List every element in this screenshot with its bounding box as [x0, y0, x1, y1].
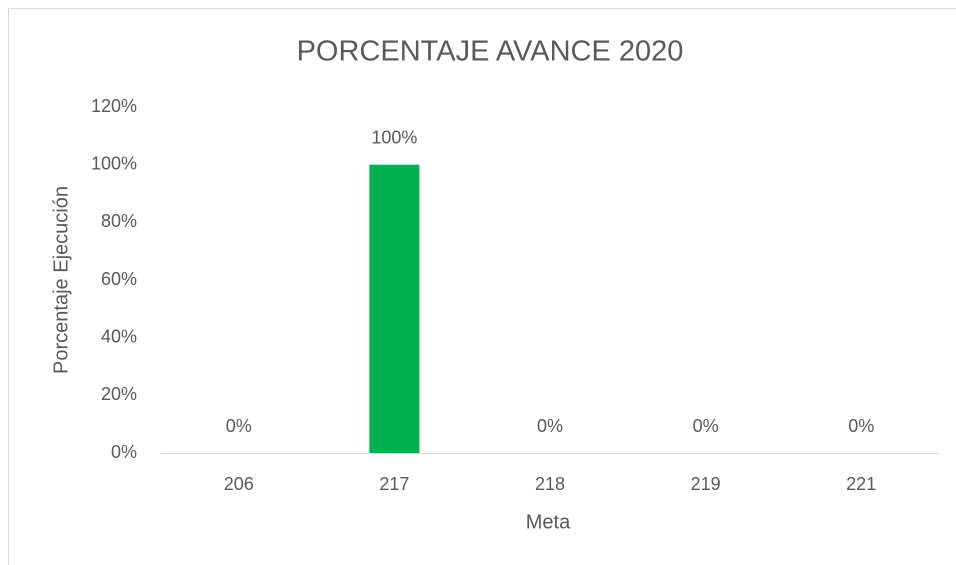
value-label: 0% [226, 416, 252, 436]
y-tick-label: 120% [91, 96, 137, 116]
y-tick-label: 0% [111, 442, 137, 462]
value-label: 0% [693, 416, 719, 436]
y-axis-label: Porcentaje Ejecución [50, 186, 72, 374]
y-tick-label: 40% [101, 326, 137, 346]
chart-title: PORCENTAJE AVANCE 2020 [297, 36, 684, 68]
y-tick-label: 100% [91, 153, 137, 173]
bar [369, 164, 420, 453]
x-tick-label: 219 [691, 474, 721, 494]
x-tick-label: 218 [535, 474, 565, 494]
x-tick-label: 221 [846, 474, 876, 494]
y-tick-label: 80% [101, 211, 137, 231]
value-label: 0% [537, 416, 563, 436]
y-tick-label: 60% [101, 269, 137, 289]
value-label: 0% [848, 416, 874, 436]
chart-frame [8, 8, 956, 565]
x-tick-label: 217 [379, 474, 409, 494]
x-axis-label: Meta [526, 511, 571, 533]
x-tick-label: 206 [224, 474, 254, 494]
value-label: 100% [371, 127, 417, 147]
y-tick-label: 20% [101, 384, 137, 404]
